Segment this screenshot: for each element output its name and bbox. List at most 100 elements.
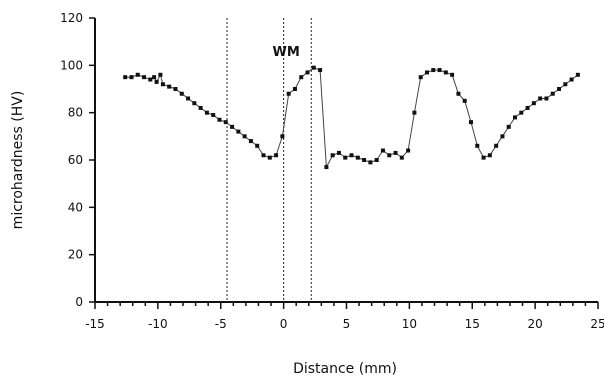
data-point [393, 150, 398, 155]
y-tick-label: 120 [60, 11, 83, 25]
data-point [248, 139, 253, 144]
x-tick-label: 15 [465, 317, 480, 331]
data-point [569, 77, 574, 82]
data-point [167, 84, 172, 89]
data-point [450, 72, 455, 77]
data-point [506, 124, 511, 129]
data-point [412, 110, 417, 115]
data-point [186, 96, 191, 101]
data-point [355, 155, 360, 160]
data-point [349, 153, 354, 158]
data-point [192, 101, 197, 106]
x-tick-label: -5 [215, 317, 227, 331]
data-point [160, 82, 165, 87]
data-point [380, 148, 385, 153]
data-point [481, 155, 486, 160]
x-tick-label: 0 [280, 317, 288, 331]
wm-annotation: WM [272, 45, 299, 60]
data-point [324, 165, 329, 170]
y-tick-label: 100 [60, 58, 83, 72]
axes [94, 18, 598, 303]
data-point [500, 134, 505, 139]
data-point [135, 72, 140, 77]
data-point [311, 65, 316, 70]
data-point [236, 129, 241, 134]
data-point [538, 96, 543, 101]
data-point [217, 117, 222, 122]
data-point [123, 75, 128, 80]
data-point [129, 75, 134, 80]
data-point [255, 143, 260, 148]
data-point [431, 68, 436, 73]
y-tick-label: 80 [68, 106, 83, 120]
data-point [230, 124, 235, 129]
data-point [242, 134, 247, 139]
data-point [204, 110, 209, 115]
data-point [286, 91, 291, 96]
data-point [525, 105, 530, 110]
data-point [142, 75, 147, 80]
reference-lines [226, 18, 312, 302]
data-points [123, 65, 580, 170]
y-tick-label: 20 [68, 248, 83, 262]
data-point [557, 87, 562, 91]
data-point [148, 77, 153, 82]
data-point [274, 153, 279, 158]
data-point [387, 153, 392, 158]
data-point [305, 70, 310, 75]
x-tick-label: -15 [85, 317, 105, 331]
y-tick-label: 60 [68, 153, 83, 167]
data-point [198, 105, 203, 110]
data-point [343, 155, 348, 160]
y-axis-title: microhardness (HV) [10, 91, 26, 230]
y-tick-label: 40 [68, 200, 83, 214]
data-point [374, 158, 379, 162]
data-point [575, 72, 580, 77]
data-point [292, 87, 297, 91]
data-point [152, 75, 157, 80]
data-point [330, 153, 335, 158]
data-point [154, 79, 159, 84]
x-tick-label: 5 [343, 317, 351, 331]
data-point [223, 120, 228, 125]
data-point [550, 91, 555, 96]
data-point [462, 98, 467, 103]
data-point [443, 70, 448, 75]
data-point [531, 101, 536, 106]
data-point [299, 75, 304, 80]
data-point [368, 160, 373, 165]
data-point [563, 82, 568, 87]
data-point [468, 120, 473, 125]
data-point [280, 134, 285, 139]
x-tick-label: 20 [527, 317, 542, 331]
data-point [267, 155, 272, 160]
data-point [513, 115, 518, 120]
data-point [158, 72, 163, 77]
data-point [179, 91, 184, 96]
data-point [362, 158, 367, 162]
data-point [519, 110, 524, 115]
data-point [494, 143, 499, 148]
x-tick-label: -10 [148, 317, 168, 331]
data-point [437, 68, 442, 73]
data-point [261, 153, 266, 158]
data-point [424, 70, 429, 75]
data-point [406, 148, 411, 153]
data-point [544, 96, 549, 101]
series-line [125, 67, 579, 169]
data-point [173, 87, 178, 91]
data-point [336, 150, 341, 155]
y-tick-label: 0 [75, 295, 83, 309]
x-tick-label: 25 [590, 317, 604, 331]
data-point [399, 155, 404, 160]
data-point [211, 113, 216, 118]
data-point [318, 68, 323, 73]
data-point [456, 91, 461, 96]
data-point [418, 75, 423, 80]
x-tick-label: 10 [402, 317, 417, 331]
data-point [487, 153, 492, 158]
data-point [475, 143, 480, 148]
ticks: -15 -10 -5 0 5 10 15 20 25 0 20 40 60 80 100 120 [60, 11, 604, 331]
x-axis-title: Distance (mm) [293, 361, 397, 377]
